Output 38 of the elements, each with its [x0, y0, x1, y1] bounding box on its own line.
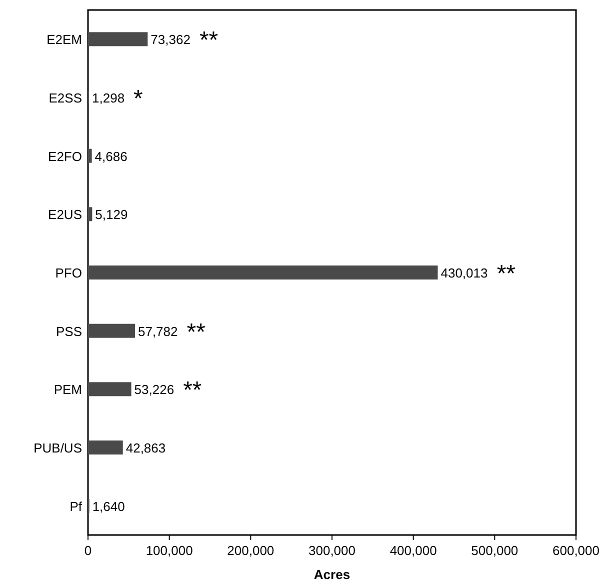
y-tick-label: E2SS [48, 90, 82, 106]
bar [88, 207, 92, 222]
x-tick-label: 400,000 [390, 543, 437, 558]
data-label: 5,129 [95, 207, 128, 222]
y-tick-label: E2EM [46, 32, 82, 48]
data-label: 430,013 [440, 266, 488, 280]
data-label: 73,362 [150, 32, 190, 48]
annotation: ** [186, 318, 206, 346]
bar [88, 32, 148, 46]
data-label: 4,686 [94, 148, 128, 164]
data-label: 53,226 [134, 382, 174, 398]
y-tick-label: E2US [48, 207, 82, 222]
annotation: * [134, 86, 143, 112]
x-tick-label: 0 [84, 543, 92, 558]
x-tick-label: 500,000 [471, 543, 518, 558]
y-tick-label: PFO [55, 266, 82, 280]
data-label: 42,863 [126, 440, 166, 456]
bar [88, 148, 92, 163]
y-tick-label: PEM [54, 382, 82, 398]
y-tick-label: PUB/US [34, 440, 82, 456]
x-tick-label: 300,000 [308, 543, 356, 558]
x-tick-label: 200,000 [227, 543, 274, 558]
bar [88, 266, 438, 280]
x-tick-label: 100,000 [146, 543, 193, 558]
data-label: 1,640 [92, 498, 125, 514]
x-axis-title: Acres [314, 567, 350, 582]
annotation: ** [199, 27, 218, 54]
y-tick-label: Pf [70, 498, 82, 514]
annotation: ** [496, 260, 516, 288]
y-tick-label: E2FO [48, 148, 82, 164]
x-tick-label: 600,000 [552, 543, 600, 558]
data-label: 57,782 [138, 324, 178, 339]
annotation: ** [183, 377, 202, 404]
data-label: 1,298 [92, 90, 125, 106]
bar [88, 382, 132, 396]
bar [88, 324, 135, 338]
y-tick-label: PSS [56, 324, 82, 339]
bar [88, 440, 123, 454]
